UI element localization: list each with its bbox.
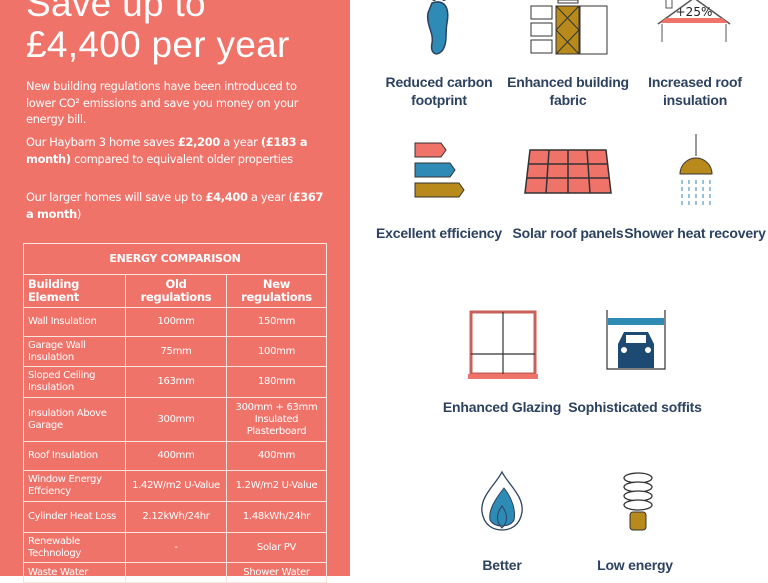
table-cell: Sloped Ceiling Insulation (23, 366, 126, 398)
footprint-icon (426, 0, 449, 55)
table-cell: 2.12kWh/24hr (125, 501, 227, 533)
table-title: ENERGY COMPARISON (23, 243, 327, 275)
promo-panel: Save up to £4,400 per year New building … (0, 0, 350, 583)
table-cell: 100mm (226, 336, 327, 367)
feature-label: Solar roof panels (512, 225, 624, 241)
table-row: Insulation Above Garage 300mm 300mm + 63mm… (23, 397, 327, 442)
feature-label: Excellent efficiency (376, 225, 502, 241)
table-cell: 1.2W/m2 U-Value (226, 470, 327, 502)
table-row: Cylinder Heat Loss 2.12kWh/24hr 1.48kWh/24… (23, 501, 327, 533)
table-cell: 1.48kWh/24hr (226, 501, 327, 533)
table-row: Window Energy Effciency 1.42W/m2 U-Value 1… (23, 470, 327, 502)
efficiency-rating-icon (414, 142, 465, 198)
solar-panel-icon (524, 149, 612, 194)
feature-label: Low energy (597, 557, 673, 573)
feature-label: Shower heat recovery (624, 225, 766, 241)
table-header: Building Element Old regulations New reg… (23, 274, 327, 308)
roof-badge: +25% (676, 5, 713, 19)
headline-amount: £4,400 per year (26, 24, 290, 65)
window-icon (468, 310, 538, 379)
table-cell: Roof Insulation (23, 441, 126, 471)
table-cell: 400mm (226, 441, 327, 471)
shower-icon (679, 134, 713, 208)
table-row: Garage Wall Insulation 75mm 100mm (23, 336, 327, 367)
table-cell (125, 562, 227, 583)
table-cell: 100mm (125, 307, 227, 337)
feature-label: Reduced carbon footprint (385, 74, 493, 108)
table-cell: 300mm (125, 397, 227, 442)
table-row: Renewable Technology - Solar PV (23, 532, 327, 563)
table-cell: 180mm (226, 366, 327, 398)
table-cell: 163mm (125, 366, 227, 398)
table-row: Waste Water Shower Water (23, 562, 327, 583)
light-bulb-icon (623, 472, 653, 531)
feature-label: Better (482, 557, 522, 573)
header-cell: Building Element (23, 274, 126, 308)
table-cell: Garage Wall Insulation (23, 336, 126, 367)
table-cell: Waste Water (23, 562, 126, 583)
table-cell: 75mm (125, 336, 227, 367)
table-row: Wall Insulation 100mm 150mm (23, 307, 327, 337)
table-cell: 1.42W/m2 U-Value (125, 470, 227, 502)
roof-insulation-icon: +25% (657, 0, 731, 42)
intro-text: New building regulations have been intro… (26, 79, 299, 126)
header-cell: Old regulations (125, 274, 227, 308)
feature-label: Enhanced Glazing (442, 399, 562, 415)
table-cell: Insulation Above Garage (23, 397, 126, 442)
table-cell: 300mm + 63mm Insulated Plasterboard (226, 397, 327, 442)
table-cell: Window Energy Effciency (23, 470, 126, 502)
larger-homes-text: Our larger homes will save up to £4,400 … (26, 190, 324, 221)
table-cell: - (125, 532, 227, 563)
table-row: Roof Insulation 400mm 400mm (23, 441, 327, 471)
feature-label: Enhanced building fabric (507, 74, 629, 108)
headline: Save up to (26, 0, 206, 24)
garage-car-icon (606, 310, 666, 370)
table-cell: 150mm (226, 307, 327, 337)
table-cell: Renewable Technology (23, 532, 126, 563)
table-cell: 400mm (125, 441, 227, 471)
building-fabric-icon (530, 0, 608, 55)
table-cell: Shower Water (226, 562, 327, 583)
table-cell: Cylinder Heat Loss (23, 501, 126, 533)
table-cell: Solar PV (226, 532, 327, 563)
header-cell: New regulations (226, 274, 327, 308)
table-row: Sloped Ceiling Insulation 163mm 180mm (23, 366, 327, 398)
feature-label: Sophisticated soffits (568, 399, 702, 415)
flame-icon (481, 470, 523, 531)
haybarn-text: Our Haybarn 3 home saves £2,200 a year (… (26, 135, 308, 166)
energy-comparison-table: ENERGY COMPARISON Building Element Old r… (23, 243, 327, 583)
feature-label: Increased roof insulation (648, 74, 742, 108)
table-cell: Wall Insulation (23, 307, 126, 337)
